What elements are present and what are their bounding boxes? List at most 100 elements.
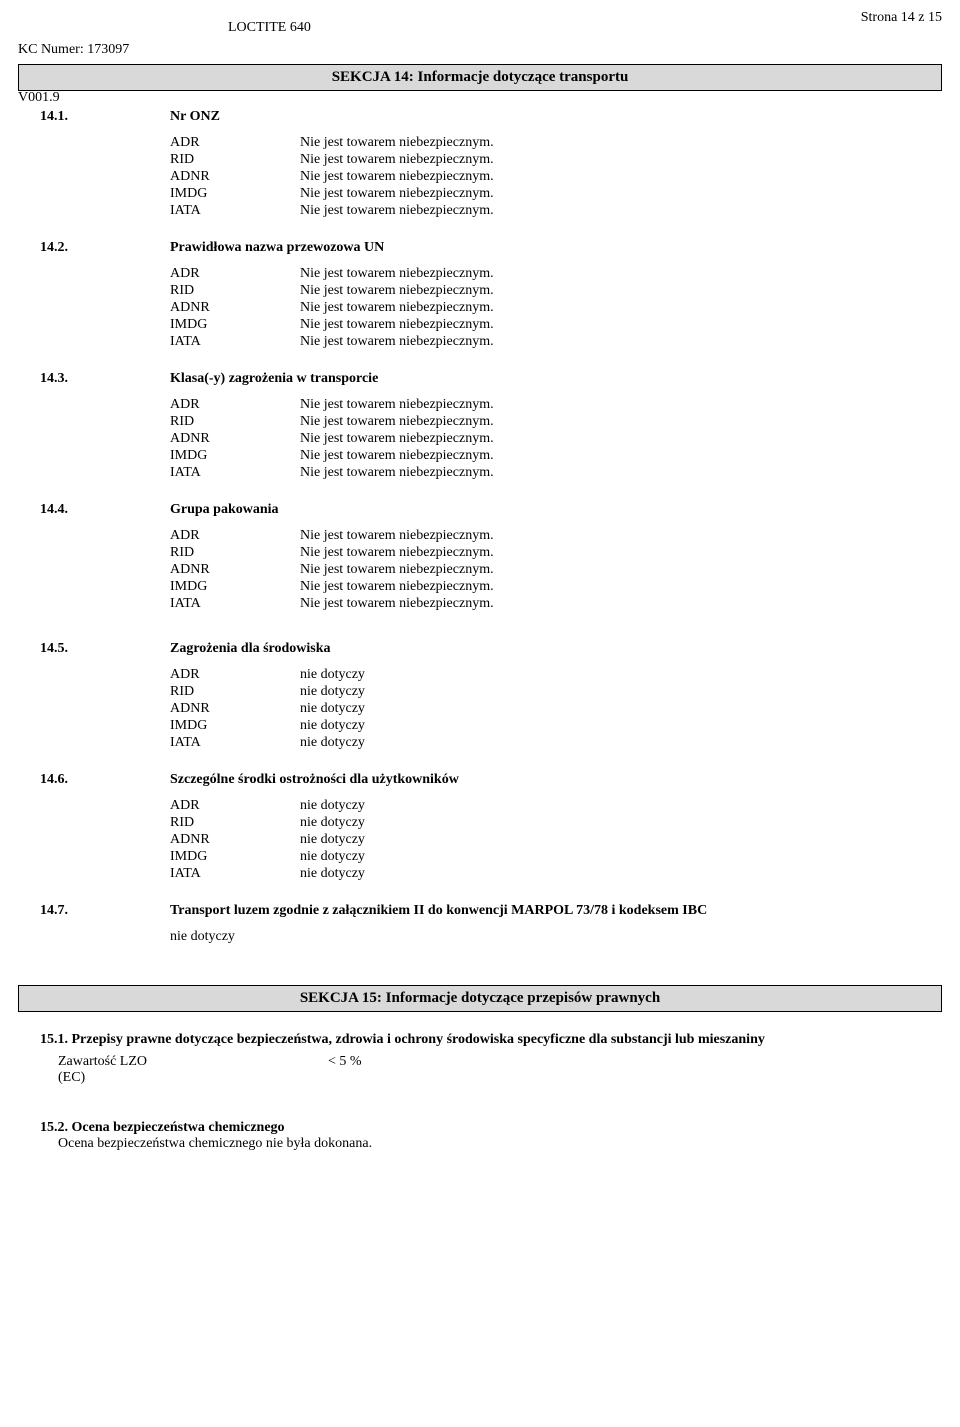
mode-value: Nie jest towarem niebezpiecznym.: [300, 528, 494, 545]
subsection-14-5: 14.5. Zagrożenia dla środowiska ADRnie d…: [40, 641, 942, 752]
mode-label: IATA: [170, 465, 300, 482]
page-number: Strona 14 z 15: [861, 10, 942, 26]
table-row: IATANie jest towarem niebezpiecznym.: [170, 596, 494, 613]
mode-value: Nie jest towarem niebezpiecznym.: [300, 414, 494, 431]
table-row: ADRnie dotyczy: [170, 667, 365, 684]
subsection-14-2: 14.2. Prawidłowa nazwa przewozowa UN ADR…: [40, 240, 942, 351]
transport-table: ADRNie jest towarem niebezpiecznym. RIDN…: [170, 135, 494, 220]
mode-value: Nie jest towarem niebezpiecznym.: [300, 562, 494, 579]
subsection-title: Szczególne środki ostrożności dla użytko…: [170, 772, 942, 788]
table-row: IMDGNie jest towarem niebezpiecznym.: [170, 186, 494, 203]
mode-label: IATA: [170, 203, 300, 220]
subsection-14-6: 14.6. Szczególne środki ostrożności dla …: [40, 772, 942, 883]
mode-value: Nie jest towarem niebezpiecznym.: [300, 317, 494, 334]
table-row: IATAnie dotyczy: [170, 866, 365, 883]
mode-label: ADR: [170, 798, 300, 815]
mode-value: nie dotyczy: [300, 866, 365, 883]
table-row: ADNRNie jest towarem niebezpiecznym.: [170, 431, 494, 448]
mode-label: ADR: [170, 266, 300, 283]
mode-value: nie dotyczy: [300, 832, 365, 849]
mode-value: Nie jest towarem niebezpiecznym.: [300, 397, 494, 414]
transport-table: ADRnie dotyczy RIDnie dotyczy ADNRnie do…: [170, 667, 365, 752]
mode-value: Nie jest towarem niebezpiecznym.: [300, 579, 494, 596]
table-row: ADNRNie jest towarem niebezpiecznym.: [170, 300, 494, 317]
table-row: IATANie jest towarem niebezpiecznym.: [170, 203, 494, 220]
subsection-title: Zagrożenia dla środowiska: [170, 641, 942, 657]
mode-label: RID: [170, 414, 300, 431]
table-row: ADRnie dotyczy: [170, 798, 365, 815]
mode-label: ADNR: [170, 169, 300, 186]
transport-table: ADRNie jest towarem niebezpiecznym. RIDN…: [170, 528, 494, 613]
table-row: IMDGNie jest towarem niebezpiecznym.: [170, 317, 494, 334]
lzo-row: Zawartość LZO < 5 %: [58, 1054, 942, 1070]
subsection-title: Prawidłowa nazwa przewozowa UN: [170, 240, 942, 256]
mode-label: IMDG: [170, 579, 300, 596]
subsection-number: 14.6.: [40, 772, 170, 788]
table-row: IMDGnie dotyczy: [170, 718, 365, 735]
mode-value: nie dotyczy: [300, 735, 365, 752]
table-row: IMDGNie jest towarem niebezpiecznym.: [170, 448, 494, 465]
mode-value: Nie jest towarem niebezpiecznym.: [300, 266, 494, 283]
mode-value: Nie jest towarem niebezpiecznym.: [300, 334, 494, 351]
subsection-14-3: 14.3. Klasa(-y) zagrożenia w transporcie…: [40, 371, 942, 482]
mode-label: RID: [170, 684, 300, 701]
transport-table: ADRNie jest towarem niebezpiecznym. RIDN…: [170, 266, 494, 351]
mode-value: Nie jest towarem niebezpiecznym.: [300, 186, 494, 203]
subsection-15-2: 15.2. Ocena bezpieczeństwa chemicznego: [40, 1120, 942, 1136]
mode-label: ADNR: [170, 701, 300, 718]
mode-label: IATA: [170, 866, 300, 883]
product-name: LOCTITE 640: [228, 20, 311, 36]
subsection-14-7: 14.7. Transport luzem zgodnie z załączni…: [40, 903, 942, 945]
table-row: RIDNie jest towarem niebezpiecznym.: [170, 414, 494, 431]
mode-label: RID: [170, 545, 300, 562]
transport-table: ADRNie jest towarem niebezpiecznym. RIDN…: [170, 397, 494, 482]
mode-label: RID: [170, 152, 300, 169]
table-row: IATANie jest towarem niebezpiecznym.: [170, 465, 494, 482]
subsection-number: 14.7.: [40, 903, 170, 919]
table-row: RIDnie dotyczy: [170, 815, 365, 832]
mode-label: IATA: [170, 735, 300, 752]
table-row: RIDNie jest towarem niebezpiecznym.: [170, 545, 494, 562]
lzo-label: Zawartość LZO: [58, 1054, 328, 1070]
mode-value: Nie jest towarem niebezpiecznym.: [300, 465, 494, 482]
mode-label: RID: [170, 815, 300, 832]
mode-label: ADNR: [170, 832, 300, 849]
table-row: IMDGnie dotyczy: [170, 849, 365, 866]
mode-label: ADR: [170, 667, 300, 684]
mode-value: nie dotyczy: [300, 849, 365, 866]
mode-value: nie dotyczy: [300, 815, 365, 832]
mode-value: Nie jest towarem niebezpiecznym.: [300, 545, 494, 562]
assessment-text: Ocena bezpieczeństwa chemicznego nie był…: [58, 1136, 942, 1152]
mode-value: nie dotyczy: [300, 798, 365, 815]
mode-value: Nie jest towarem niebezpiecznym.: [300, 203, 494, 220]
table-row: RIDNie jest towarem niebezpiecznym.: [170, 152, 494, 169]
page-header: KC Numer: 173097 V001.9 Strona 14 z 15 L…: [18, 10, 942, 46]
mode-value: nie dotyczy: [300, 684, 365, 701]
mode-value: nie dotyczy: [300, 701, 365, 718]
subsection-number: 14.2.: [40, 240, 170, 256]
mode-value: Nie jest towarem niebezpiecznym.: [300, 300, 494, 317]
subsection-number: 14.4.: [40, 502, 170, 518]
mode-label: ADNR: [170, 300, 300, 317]
table-row: ADRNie jest towarem niebezpiecznym.: [170, 266, 494, 283]
subsection-15-1: 15.1. Przepisy prawne dotyczące bezpiecz…: [40, 1032, 942, 1048]
lzo-ec: (EC): [58, 1070, 942, 1086]
mode-value: Nie jest towarem niebezpiecznym.: [300, 283, 494, 300]
mode-label: ADR: [170, 528, 300, 545]
mode-value: Nie jest towarem niebezpiecznym.: [300, 596, 494, 613]
table-row: RIDnie dotyczy: [170, 684, 365, 701]
table-row: ADNRnie dotyczy: [170, 832, 365, 849]
bulk-transport-value: nie dotyczy: [170, 929, 942, 945]
mode-label: ADR: [170, 397, 300, 414]
lzo-value: < 5 %: [328, 1054, 362, 1070]
mode-label: ADNR: [170, 431, 300, 448]
table-row: ADRNie jest towarem niebezpiecznym.: [170, 397, 494, 414]
mode-value: nie dotyczy: [300, 718, 365, 735]
subsection-title: Transport luzem zgodnie z załącznikiem I…: [170, 903, 942, 919]
mode-value: Nie jest towarem niebezpiecznym.: [300, 169, 494, 186]
transport-table: ADRnie dotyczy RIDnie dotyczy ADNRnie do…: [170, 798, 365, 883]
table-row: ADNRNie jest towarem niebezpiecznym.: [170, 169, 494, 186]
mode-label: IMDG: [170, 849, 300, 866]
table-row: ADRNie jest towarem niebezpiecznym.: [170, 528, 494, 545]
mode-value: Nie jest towarem niebezpiecznym.: [300, 431, 494, 448]
